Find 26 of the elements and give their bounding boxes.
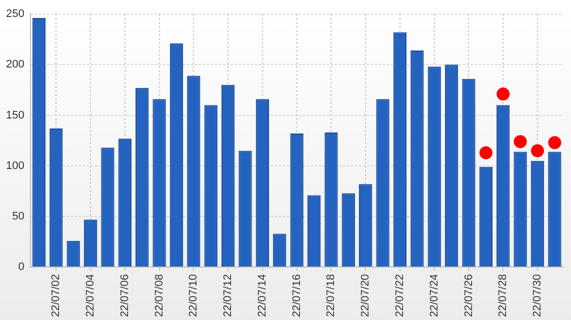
x-tick-label: 22/07/14 [256,274,268,318]
x-tick-label: 22/07/18 [325,274,338,318]
y-tick-label: 100 [6,160,24,172]
point [548,136,562,150]
x-tick-label: 22/07/08 [153,274,166,318]
x-tick-label: 22/07/22 [394,274,406,318]
x-tick-label: 22/07/30 [532,274,544,318]
x-tick-label: 22/07/28 [497,274,510,318]
point [496,88,510,101]
y-tick-label: 50 [12,210,24,223]
x-tick-label: 22/07/20 [360,274,372,318]
x-tick-label: 22/07/06 [118,274,131,318]
point [514,135,527,148]
point [479,146,492,160]
point [530,144,544,158]
x-tick-label: 22/07/10 [188,274,200,318]
x-tick-label: 22/07/04 [84,274,97,318]
y-tick-label: 150 [6,109,24,122]
x-tick-label: 22/07/16 [290,274,303,318]
x-tick-label: 22/07/02 [50,274,62,318]
y-tick-label: 200 [6,58,24,71]
x-tick-label: 22/07/26 [462,274,475,318]
x-tick-label: 22/07/24 [428,274,440,318]
y-tick-label: 250 [6,8,24,20]
y-tick-label: 0 [18,261,24,274]
x-tick-label: 22/07/12 [222,274,234,318]
